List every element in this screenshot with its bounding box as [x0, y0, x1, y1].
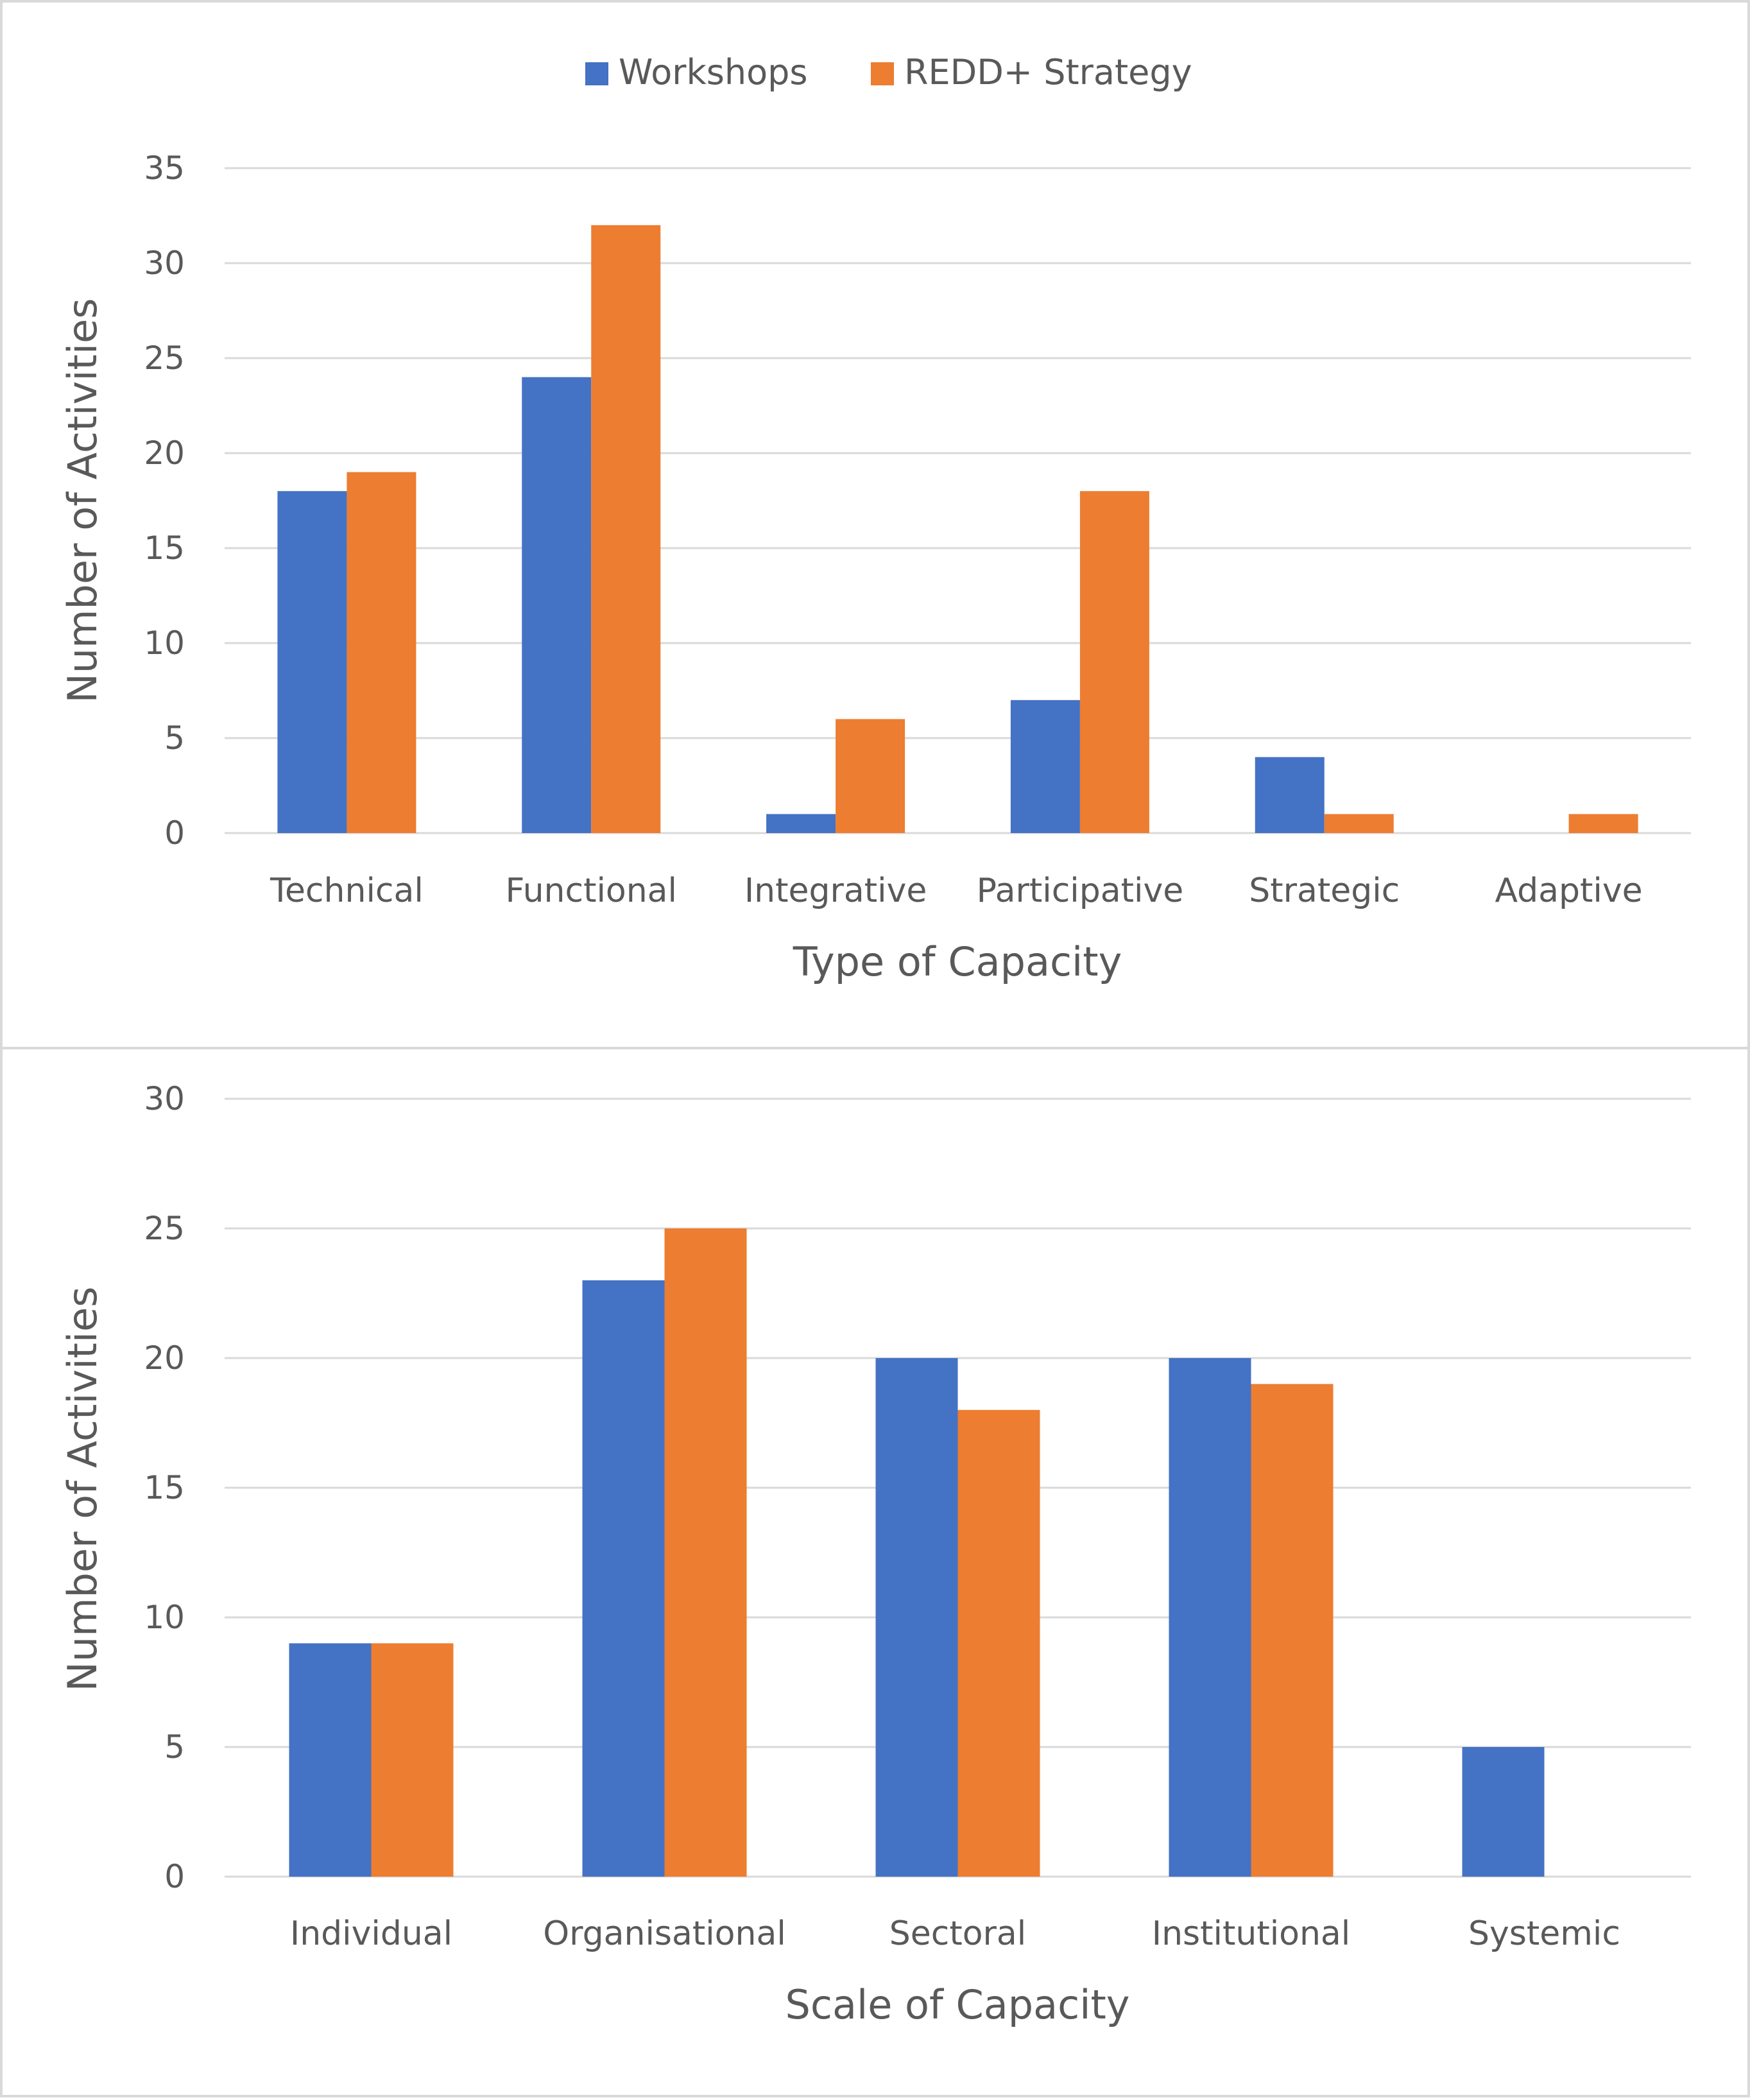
bar-redd-strategy-organisational [664, 1228, 747, 1877]
y-tick-label: 10 [144, 624, 185, 662]
y-axis-title: Number of Activities [59, 298, 106, 703]
bar-workshops-individual [289, 1643, 372, 1877]
y-tick-label: 15 [144, 1469, 185, 1506]
x-category-label: Integrative [744, 872, 927, 910]
legend-label-workshops: Workshops [619, 52, 808, 92]
bar-workshops-organisational [582, 1280, 665, 1877]
y-tick-label: 0 [164, 1858, 185, 1895]
y-tick-label: 30 [144, 1080, 185, 1117]
x-category-label: Organisational [543, 1915, 786, 1953]
y-tick-label: 0 [164, 814, 185, 852]
y-tick-label: 5 [164, 719, 185, 757]
x-category-label: Institutional [1152, 1915, 1351, 1953]
x-category-label: Strategic [1249, 872, 1400, 910]
y-tick-label: 35 [144, 150, 185, 187]
bar-workshops-integrative [766, 814, 836, 833]
y-tick-label: 5 [164, 1728, 185, 1766]
bottom-panel-frame [0, 1047, 1750, 2097]
x-category-label: Adaptive [1495, 872, 1643, 910]
bar-redd-strategy-adaptive [1568, 814, 1638, 833]
legend-swatch-redd-strategy [871, 62, 894, 85]
bar-redd-strategy-sectoral [957, 1409, 1040, 1877]
x-axis-title: Type of Capacity [793, 938, 1122, 985]
bar-workshops-technical [277, 491, 347, 833]
y-tick-label: 20 [144, 1339, 185, 1377]
bar-workshops-functional [522, 377, 592, 833]
bar-workshops-strategic [1255, 757, 1325, 833]
legend: Workshops REDD+ Strategy [585, 52, 1192, 92]
bar-redd-strategy-institutional [1251, 1384, 1334, 1877]
y-tick-label: 15 [144, 529, 185, 567]
bar-redd-strategy-participative [1079, 491, 1149, 833]
y-tick-label: 25 [144, 340, 185, 377]
bar-workshops-sectoral [875, 1358, 958, 1877]
scale-of-capacity-chart: 0 5 10 15 20 25 30 Individual Organisational Sect… [59, 1080, 1691, 2028]
y-tick-label: 10 [144, 1599, 185, 1636]
y-tick-label: 25 [144, 1210, 185, 1247]
y-axis-title: Number of Activities [59, 1286, 106, 1691]
bar-workshops-participative [1010, 700, 1080, 833]
legend-label-redd-strategy: REDD+ Strategy [904, 52, 1192, 92]
bar-redd-strategy-technical [347, 472, 416, 833]
bar-redd-strategy-strategic [1324, 814, 1394, 833]
type-of-capacity-chart: 0 5 10 15 20 25 30 35 Technical Functional Integra… [59, 150, 1691, 985]
bar-workshops-institutional [1169, 1358, 1251, 1877]
x-category-label: Systemic [1468, 1915, 1620, 1953]
bar-redd-strategy-functional [591, 225, 661, 833]
bar-redd-strategy-individual [371, 1643, 454, 1877]
x-axis-title: Scale of Capacity [785, 1981, 1130, 2028]
x-category-label: Sectoral [889, 1915, 1026, 1953]
legend-swatch-workshops [585, 62, 608, 85]
x-category-label: Individual [290, 1915, 452, 1953]
bar-redd-strategy-integrative [836, 719, 905, 833]
y-tick-label: 30 [144, 245, 185, 282]
x-category-label: Functional [506, 872, 678, 910]
x-category-label: Participative [977, 872, 1184, 910]
y-tick-label: 20 [144, 435, 185, 472]
bar-workshops-systemic [1462, 1747, 1545, 1877]
x-category-label: Technical [270, 872, 424, 910]
